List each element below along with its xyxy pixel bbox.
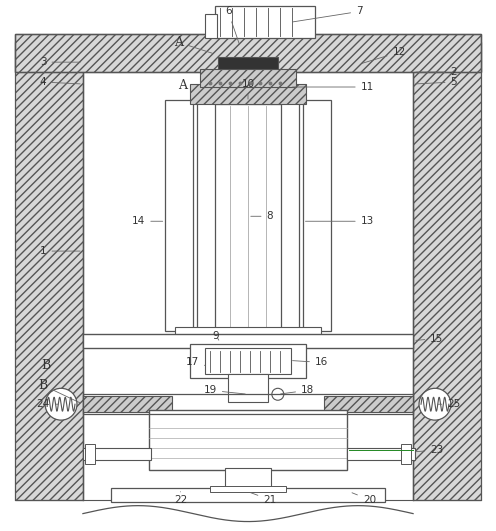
Text: 17: 17	[186, 357, 205, 367]
Bar	[228, 374, 268, 402]
Text: 9: 9	[213, 331, 220, 340]
Text: 22: 22	[174, 492, 187, 504]
Bar	[218, 57, 278, 72]
Text: 12: 12	[362, 47, 406, 63]
Text: 1: 1	[40, 246, 80, 256]
Bar	[215, 104, 281, 331]
Bar	[413, 42, 481, 500]
Text: 13: 13	[306, 216, 374, 226]
Text: B: B	[39, 379, 80, 403]
Bar	[271, 100, 299, 331]
Bar	[15, 35, 481, 72]
Bar	[83, 396, 173, 412]
Circle shape	[419, 388, 451, 420]
Text: 24: 24	[37, 399, 58, 409]
Bar	[15, 35, 481, 72]
Circle shape	[45, 388, 77, 420]
Bar	[323, 396, 413, 412]
Text: 6: 6	[225, 6, 239, 44]
Text: 23: 23	[416, 445, 443, 455]
Bar	[200, 69, 296, 87]
Text: 25: 25	[438, 399, 460, 409]
Text: A: A	[179, 79, 187, 92]
Bar	[401, 444, 411, 464]
Bar	[197, 100, 225, 331]
Text: 19: 19	[203, 386, 245, 395]
Text: 14: 14	[132, 216, 163, 226]
Bar	[190, 344, 306, 379]
Text: 7: 7	[293, 6, 363, 22]
Text: 21: 21	[250, 493, 276, 504]
Bar	[83, 448, 151, 460]
Bar	[83, 395, 413, 414]
Text: 4: 4	[40, 77, 80, 87]
Text: 5: 5	[416, 77, 457, 87]
Bar	[83, 333, 413, 347]
Text: 15: 15	[416, 333, 443, 344]
Bar	[347, 448, 415, 460]
Text: 10: 10	[242, 79, 254, 99]
Circle shape	[272, 388, 284, 400]
Text: B: B	[41, 359, 51, 372]
Bar	[215, 6, 314, 38]
Text: 2: 2	[416, 67, 457, 77]
Bar	[149, 410, 347, 470]
Bar	[190, 84, 306, 104]
Text: 20: 20	[352, 493, 376, 504]
Bar	[111, 488, 385, 502]
Text: 3: 3	[40, 57, 80, 67]
Bar	[303, 100, 330, 331]
Bar	[205, 347, 291, 374]
Text: 16: 16	[293, 357, 328, 367]
Text: 18: 18	[281, 386, 314, 395]
Bar	[176, 327, 320, 339]
Bar	[225, 468, 271, 492]
Text: 8: 8	[251, 211, 273, 221]
Bar	[210, 486, 286, 492]
Bar	[190, 336, 306, 347]
Bar	[85, 444, 95, 464]
Text: A: A	[174, 36, 213, 53]
Bar	[205, 14, 217, 38]
Text: 11: 11	[293, 82, 374, 92]
Bar	[15, 42, 83, 500]
Bar	[166, 100, 193, 331]
